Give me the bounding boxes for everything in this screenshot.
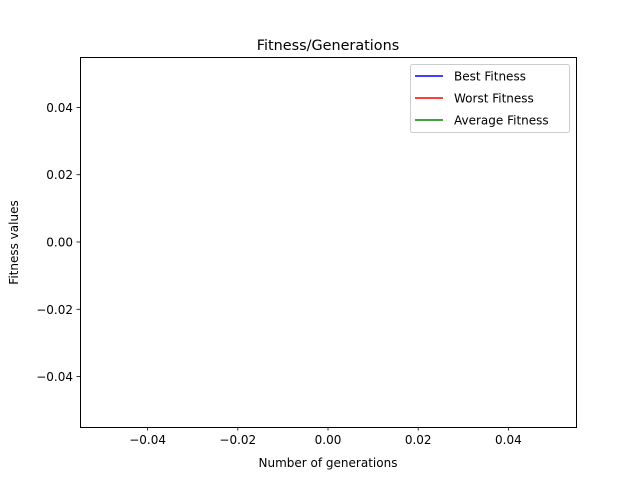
y-tick-label: −0.04 <box>36 370 73 384</box>
y-tick-label: 0.02 <box>46 168 73 182</box>
y-tick-label: 0.04 <box>46 101 73 115</box>
legend-label: Average Fitness <box>454 114 549 128</box>
y-axis-ticks: −0.04 −0.02 0.00 0.02 0.04 <box>36 101 80 384</box>
x-tick-label: 0.00 <box>315 433 342 447</box>
y-tick-label: 0.00 <box>46 236 73 250</box>
x-tick-label: −0.04 <box>129 433 166 447</box>
legend-box <box>410 64 570 133</box>
x-tick-label: 0.04 <box>495 433 522 447</box>
legend-label: Worst Fitness <box>454 92 534 106</box>
x-axis-label: Number of generations <box>259 456 398 470</box>
legend: Best Fitness Worst Fitness Average Fitness <box>410 64 570 133</box>
x-tick-label: 0.02 <box>405 433 432 447</box>
legend-label: Best Fitness <box>454 70 526 84</box>
plot-area-frame <box>80 57 577 428</box>
chart-title: Fitness/Generations <box>257 38 399 54</box>
y-tick-label: −0.02 <box>36 303 73 317</box>
y-axis-label: Fitness values <box>7 200 21 284</box>
x-tick-label: −0.02 <box>219 433 256 447</box>
x-axis-ticks: −0.04 −0.02 0.00 0.02 0.04 <box>129 427 522 447</box>
